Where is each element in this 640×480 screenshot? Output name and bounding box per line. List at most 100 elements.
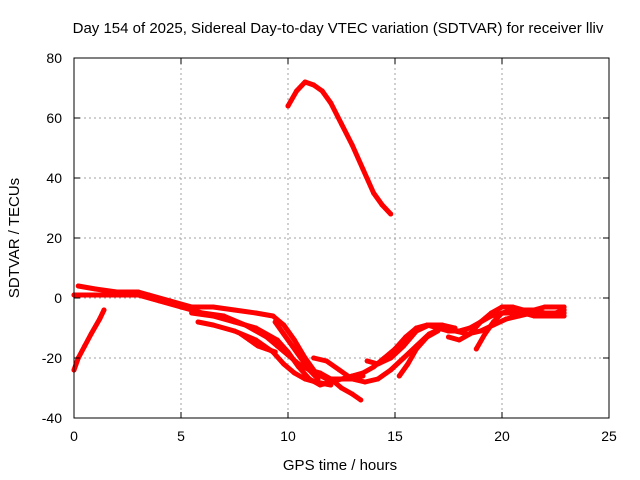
x-tick-label: 25 [601, 428, 617, 444]
y-tick-label: -20 [42, 350, 62, 366]
data-point [291, 337, 297, 343]
x-tick-label: 0 [70, 428, 78, 444]
data-point [195, 319, 201, 325]
data-point [306, 367, 312, 373]
data-point [435, 328, 441, 334]
data-point [439, 322, 445, 328]
data-point [531, 307, 537, 313]
y-tick-label: 60 [46, 110, 62, 126]
data-point [281, 322, 287, 328]
data-point [92, 292, 98, 298]
axis-ticks: 0 5 10 15 20 25 -40 -20 0 20 40 60 80 [42, 50, 617, 444]
x-tick-label: 5 [177, 428, 185, 444]
data-point [285, 103, 291, 109]
data-point [135, 289, 141, 295]
data-point [232, 307, 237, 313]
data-point [446, 334, 451, 340]
data-point [488, 310, 494, 316]
data-point [281, 331, 287, 337]
data-point [388, 355, 394, 361]
data-point [210, 313, 216, 319]
data-point [424, 334, 430, 340]
data-point [503, 316, 509, 322]
data-point [302, 376, 308, 382]
data-point [375, 361, 381, 367]
data-point [272, 349, 278, 355]
data-point [478, 319, 484, 325]
data-point [490, 319, 496, 325]
data-point [553, 310, 558, 316]
data-point [270, 313, 276, 319]
data-point [482, 331, 488, 337]
data-point [75, 283, 81, 289]
data-point [253, 310, 259, 316]
data-point [478, 328, 484, 334]
data-point [349, 142, 355, 148]
data-point [289, 343, 295, 349]
data-point [542, 310, 548, 316]
data-point [360, 166, 366, 172]
x-tick-label: 20 [494, 428, 510, 444]
data-point [281, 361, 287, 367]
data-point [371, 190, 377, 196]
data-point [255, 343, 261, 349]
data-point [189, 310, 195, 316]
data-point [520, 307, 526, 313]
data-point [456, 337, 462, 343]
data-point [274, 337, 280, 343]
data-point [298, 355, 304, 361]
data-point [413, 346, 419, 352]
data-point [379, 202, 385, 208]
data-point [315, 376, 321, 382]
series-arc-4 [189, 310, 567, 388]
data-point [452, 325, 458, 331]
data-point [516, 313, 522, 319]
data-point [246, 337, 252, 343]
x-tick-label: 10 [280, 428, 296, 444]
data-point [319, 88, 325, 94]
data-point [396, 373, 402, 379]
y-tick-label: 40 [46, 170, 62, 186]
data-point [97, 316, 103, 322]
y-tick-label: 80 [46, 50, 62, 66]
chart-title: Day 154 of 2025, Sidereal Day-to-day VTE… [73, 20, 604, 37]
data-point [542, 304, 548, 310]
data-point [88, 331, 94, 337]
data-point [294, 88, 300, 94]
data-series [71, 79, 567, 403]
data-point [401, 355, 407, 361]
data-point [499, 304, 505, 310]
series-arc-3 [75, 283, 366, 382]
data-point [388, 367, 394, 373]
y-tick-label: -40 [42, 410, 62, 426]
data-point [210, 304, 216, 310]
y-tick-label: 20 [46, 230, 62, 246]
data-point [82, 292, 88, 298]
x-axis-label: GPS time / hours [283, 457, 397, 474]
data-point [232, 319, 237, 325]
series-arc-12 [473, 304, 567, 352]
data-point [82, 343, 88, 349]
data-point [553, 304, 558, 310]
data-point [413, 328, 419, 334]
data-point [146, 292, 152, 298]
data-point [291, 370, 297, 376]
data-point [114, 289, 120, 295]
data-point [426, 322, 432, 328]
x-tick-label: 15 [387, 428, 403, 444]
data-point [264, 346, 270, 352]
data-point [328, 382, 334, 388]
series-arc-5 [195, 319, 334, 388]
data-point [92, 286, 98, 292]
data-point [296, 364, 302, 370]
data-point [364, 358, 370, 364]
data-point [238, 331, 244, 337]
grid-lines [74, 58, 609, 418]
data-point [473, 346, 479, 352]
data-point [467, 331, 473, 337]
y-tick-label: 0 [54, 290, 62, 306]
data-point [358, 397, 364, 403]
data-point [339, 121, 344, 127]
data-point [405, 361, 411, 367]
